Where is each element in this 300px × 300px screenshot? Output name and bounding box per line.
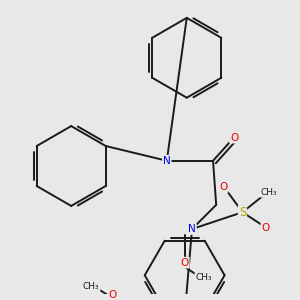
- Text: O: O: [108, 290, 116, 300]
- Text: CH₃: CH₃: [83, 282, 100, 291]
- Text: N: N: [188, 224, 196, 234]
- Text: N: N: [163, 156, 171, 166]
- Text: CH₃: CH₃: [260, 188, 277, 197]
- Text: CH₃: CH₃: [195, 273, 212, 282]
- Text: O: O: [219, 182, 228, 192]
- Text: O: O: [181, 258, 189, 268]
- Text: O: O: [261, 223, 270, 233]
- Text: S: S: [239, 206, 246, 219]
- Text: O: O: [230, 133, 238, 142]
